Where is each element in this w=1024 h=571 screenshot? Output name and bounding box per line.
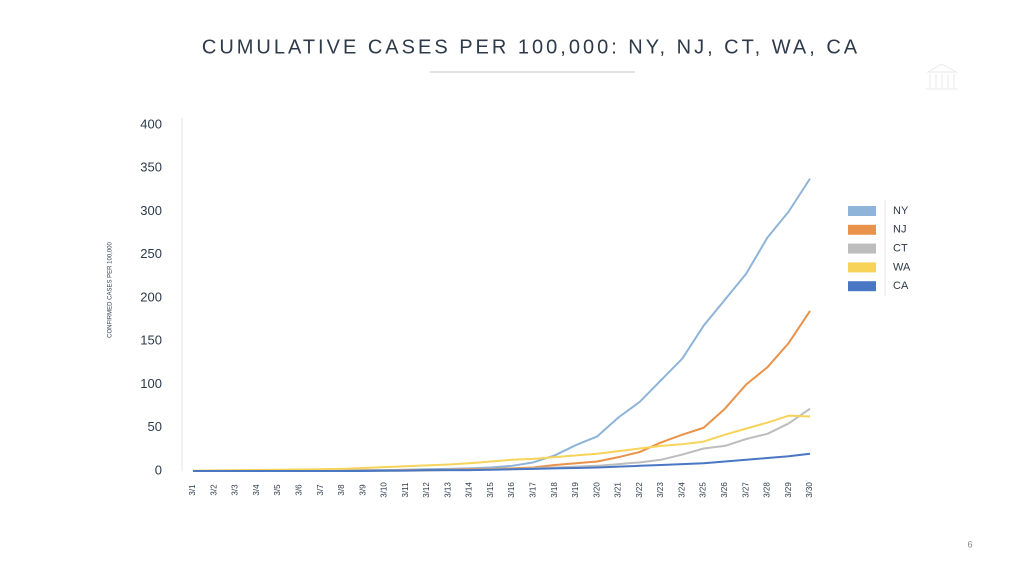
x-tick-label: 3/1 bbox=[188, 484, 197, 496]
page-number: 6 bbox=[967, 539, 972, 549]
x-tick-label: 3/30 bbox=[805, 482, 814, 498]
y-tick-label: 250 bbox=[140, 246, 162, 261]
legend-swatch bbox=[848, 262, 876, 273]
x-tick-label: 3/4 bbox=[252, 484, 261, 496]
chart-title: CUMULATIVE CASES PER 100,000: NY, NJ, CT… bbox=[202, 36, 860, 58]
x-tick-label: 3/11 bbox=[401, 482, 410, 498]
x-tick-label: 3/17 bbox=[529, 482, 538, 498]
logo bbox=[926, 63, 958, 90]
x-tick-label: 3/8 bbox=[337, 484, 346, 496]
x-tick-label: 3/16 bbox=[507, 482, 516, 498]
x-tick-label: 3/14 bbox=[465, 482, 474, 498]
x-tick-label: 3/24 bbox=[677, 482, 686, 498]
x-tick-label: 3/23 bbox=[656, 482, 665, 498]
x-tick-label: 3/3 bbox=[231, 484, 240, 496]
legend-swatch bbox=[848, 224, 876, 235]
x-tick-label: 3/5 bbox=[273, 484, 282, 496]
x-tick-label: 3/13 bbox=[443, 482, 452, 498]
legend-label: CA bbox=[893, 280, 909, 292]
x-tick-label: 3/9 bbox=[358, 484, 367, 496]
x-tick-label: 3/18 bbox=[550, 482, 559, 498]
x-tick-label: 3/6 bbox=[294, 484, 303, 496]
x-tick-label: 3/22 bbox=[635, 482, 644, 498]
x-tick-label: 3/28 bbox=[763, 482, 772, 498]
legend-swatch bbox=[848, 243, 876, 254]
y-tick-label: 150 bbox=[140, 333, 162, 348]
x-tick-label: 3/19 bbox=[571, 482, 580, 498]
legend-label: NJ bbox=[893, 224, 906, 236]
legend-label: NY bbox=[893, 205, 909, 217]
x-tick-label: 3/27 bbox=[741, 482, 750, 498]
legend-swatch bbox=[848, 281, 876, 292]
y-tick-label: 200 bbox=[140, 289, 162, 304]
x-tick-label: 3/7 bbox=[316, 484, 325, 496]
series-line bbox=[192, 414, 811, 472]
y-tick-label: 350 bbox=[140, 160, 162, 175]
x-tick-label: 3/12 bbox=[422, 482, 431, 498]
x-tick-label: 3/25 bbox=[699, 482, 708, 498]
legend-swatch bbox=[848, 206, 876, 216]
legend-label: WA bbox=[893, 261, 911, 273]
y-tick-label: 400 bbox=[140, 116, 162, 131]
y-tick-label: 300 bbox=[140, 203, 162, 218]
x-tick-label: 3/20 bbox=[592, 482, 601, 498]
x-tick-label: 3/26 bbox=[720, 482, 729, 498]
x-tick-label: 3/21 bbox=[614, 482, 623, 498]
y-tick-label: 100 bbox=[140, 376, 162, 391]
y-tick-label: 50 bbox=[148, 419, 162, 434]
x-tick-label: 3/2 bbox=[209, 484, 218, 496]
legend-label: CT bbox=[893, 243, 908, 255]
x-tick-label: 3/29 bbox=[784, 482, 793, 498]
x-tick-label: 3/10 bbox=[380, 482, 389, 498]
y-axis-label: CONFIRMED CASES PER 100,000 bbox=[108, 241, 114, 337]
y-tick-label: 0 bbox=[155, 462, 162, 477]
series-line bbox=[193, 452, 811, 472]
series-line bbox=[193, 178, 811, 472]
x-tick-label: 3/15 bbox=[486, 482, 495, 498]
